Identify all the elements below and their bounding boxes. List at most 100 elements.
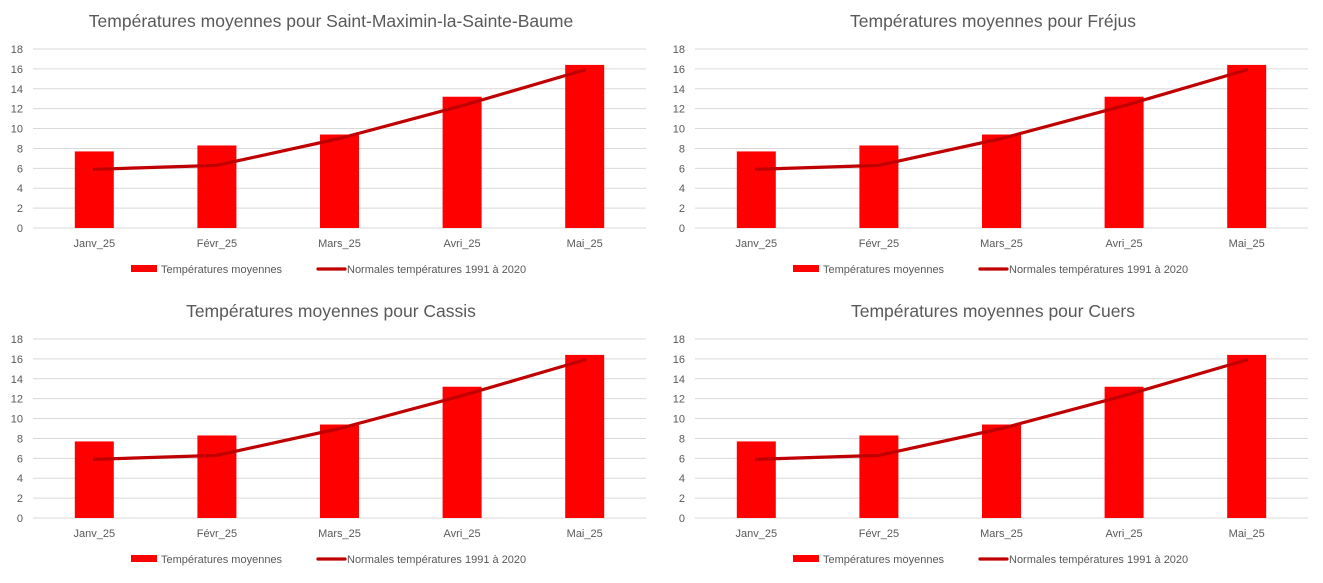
- x-tick-label: Janv_25: [74, 528, 116, 540]
- legend-label: Normales températures 1991 à 2020: [1009, 264, 1188, 276]
- y-tick-label: 8: [679, 143, 685, 155]
- bar: [197, 145, 237, 228]
- y-tick-label: 18: [673, 334, 685, 346]
- y-tick-label: 10: [673, 124, 685, 136]
- bar: [1227, 354, 1267, 518]
- bar: [320, 424, 359, 518]
- y-tick-label: 12: [673, 394, 685, 406]
- y-tick-label: 6: [679, 453, 685, 465]
- bar: [442, 386, 482, 518]
- x-tick-label: Mai_25: [567, 528, 603, 540]
- bar: [442, 96, 482, 228]
- y-tick-label: 12: [673, 104, 685, 116]
- bar: [736, 151, 776, 228]
- y-tick-label: 10: [673, 414, 685, 426]
- y-tick-label: 16: [673, 354, 685, 366]
- chart-panel-2: Températures moyennes pour Fréjus 0 2 4 6 8 10…: [673, 11, 1308, 276]
- chart-title: Températures moyennes pour Cassis: [186, 301, 476, 321]
- y-tick-label: 2: [679, 493, 685, 505]
- y-tick-label: 6: [17, 453, 23, 465]
- bar: [565, 354, 605, 518]
- y-tick-label: 8: [17, 433, 23, 445]
- y-tick-label: 14: [673, 374, 685, 386]
- y-tick-label: 2: [17, 203, 23, 215]
- bar: [859, 435, 899, 518]
- chart-panel-1: Températures moyennes pour Saint-Maximin…: [11, 11, 646, 276]
- y-tick-label: 0: [679, 513, 685, 525]
- y-tick-label: 8: [679, 433, 685, 445]
- chart-panel-4: Températures moyennes pour Cuers 0 2 4 6 8 10 1…: [673, 301, 1308, 566]
- legend-label: Normales températures 1991 à 2020: [347, 554, 526, 566]
- x-tick-label: Févr_25: [859, 238, 899, 250]
- x-tick-label: Mars_25: [318, 528, 361, 540]
- legend-label: Températures moyennes: [823, 264, 945, 276]
- y-tick-label: 6: [17, 163, 23, 175]
- bar: [74, 151, 114, 228]
- bar: [982, 134, 1021, 228]
- y-tick-label: 14: [673, 84, 685, 96]
- bar: [565, 64, 605, 229]
- y-tick-label: 16: [673, 64, 685, 76]
- y-tick-label: 18: [673, 44, 685, 56]
- x-tick-label: Mai_25: [1229, 528, 1265, 540]
- y-tick-label: 4: [679, 473, 685, 485]
- series-line: [92, 358, 587, 461]
- x-tick-label: Mars_25: [318, 238, 361, 250]
- y-tick-label: 10: [11, 124, 23, 136]
- series-line: [754, 358, 1249, 461]
- y-tick-label: 2: [17, 493, 23, 505]
- x-tick-label: Mai_25: [1229, 238, 1265, 250]
- y-tick-label: 8: [17, 143, 23, 155]
- y-tick-label: 16: [11, 64, 23, 76]
- bar: [859, 145, 899, 228]
- y-tick-label: 14: [11, 84, 23, 96]
- chart-panel-3: Températures moyennes pour Cassis 0 2 4 6 8 10…: [11, 301, 646, 566]
- y-tick-label: 12: [11, 394, 23, 406]
- x-tick-label: Mars_25: [980, 528, 1023, 540]
- legend-label: Températures moyennes: [823, 554, 945, 566]
- legend-label: Températures moyennes: [161, 554, 283, 566]
- x-tick-label: Févr_25: [197, 528, 237, 540]
- chart-title: Températures moyennes pour Fréjus: [850, 11, 1136, 31]
- x-tick-label: Mars_25: [980, 238, 1023, 250]
- y-tick-label: 2: [679, 203, 685, 215]
- legend-swatch-bar: [131, 265, 157, 272]
- legend-label: Normales températures 1991 à 2020: [347, 264, 526, 276]
- bar: [736, 441, 776, 518]
- x-tick-label: Mai_25: [567, 238, 603, 250]
- y-tick-label: 4: [17, 183, 23, 195]
- y-tick-label: 0: [17, 223, 23, 235]
- legend-label: Températures moyennes: [161, 264, 283, 276]
- y-tick-label: 18: [11, 44, 23, 56]
- x-tick-label: Févr_25: [859, 528, 899, 540]
- bar: [197, 435, 237, 518]
- x-tick-label: Avri_25: [1106, 528, 1143, 540]
- y-tick-label: 10: [11, 414, 23, 426]
- y-tick-label: 12: [11, 104, 23, 116]
- legend-label: Normales températures 1991 à 2020: [1009, 554, 1188, 566]
- x-tick-label: Avri_25: [444, 238, 481, 250]
- legend-swatch-bar: [793, 265, 819, 272]
- bar: [1104, 386, 1144, 518]
- chart-title: Températures moyennes pour Saint-Maximin…: [89, 11, 573, 31]
- x-tick-label: Avri_25: [444, 528, 481, 540]
- legend-swatch-bar: [131, 555, 157, 562]
- x-tick-label: Janv_25: [736, 528, 778, 540]
- y-tick-label: 18: [11, 334, 23, 346]
- bar: [1104, 96, 1144, 228]
- x-tick-label: Janv_25: [736, 238, 778, 250]
- y-tick-label: 6: [679, 163, 685, 175]
- bar: [1227, 64, 1267, 229]
- y-tick-label: 4: [17, 473, 23, 485]
- series-line: [92, 68, 587, 171]
- series-line: [754, 68, 1249, 171]
- bar: [982, 424, 1021, 518]
- y-tick-label: 16: [11, 354, 23, 366]
- legend-swatch-bar: [793, 555, 819, 562]
- x-tick-label: Janv_25: [74, 238, 116, 250]
- bar: [74, 441, 114, 518]
- bar: [320, 134, 359, 228]
- y-tick-label: 14: [11, 374, 23, 386]
- x-tick-label: Févr_25: [197, 238, 237, 250]
